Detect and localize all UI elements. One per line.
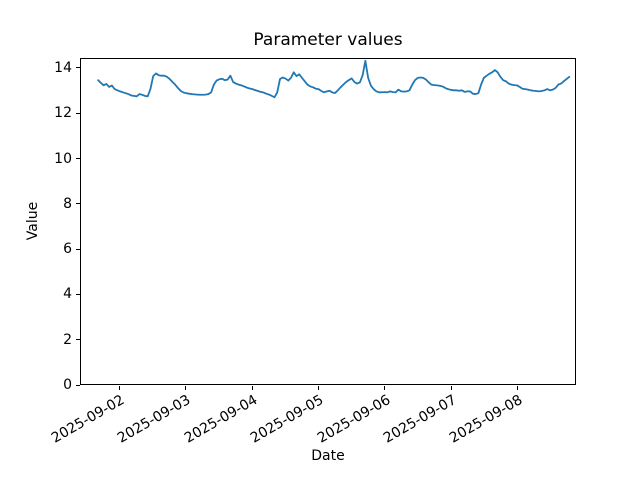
y-tick-label: 0 <box>63 377 72 393</box>
y-tick-mark <box>76 293 80 295</box>
x-tick-label: 2025-09-03 <box>115 392 194 447</box>
x-tick-label: 2025-09-04 <box>181 392 261 447</box>
y-tick-label: 12 <box>54 105 72 122</box>
x-axis-label: Date <box>311 448 345 464</box>
y-tick-label: 8 <box>63 195 72 212</box>
x-tick-label: 2025-09-06 <box>314 392 393 447</box>
y-tick-mark <box>76 339 80 341</box>
x-tick-mark <box>185 386 187 390</box>
x-tick-mark <box>450 386 452 390</box>
parameter-line-series <box>97 59 571 99</box>
y-tick-label: 14 <box>54 59 72 76</box>
y-tick-mark <box>76 67 80 69</box>
x-tick-label: 2025-09-02 <box>48 392 128 447</box>
x-tick-label: 2025-09-08 <box>447 392 526 447</box>
y-tick-mark <box>76 203 80 205</box>
y-tick-label: 4 <box>63 286 72 303</box>
y-tick-label: 2 <box>63 331 72 348</box>
x-tick-label: 2025-09-07 <box>380 392 460 447</box>
x-tick-mark <box>251 386 253 390</box>
x-tick-mark <box>318 386 319 390</box>
y-tick-mark <box>76 112 80 114</box>
x-tick-mark <box>384 386 386 390</box>
y-tick-mark <box>76 384 80 386</box>
y-tick-mark <box>76 248 80 250</box>
x-tick-mark <box>118 386 120 390</box>
y-tick-mark <box>76 158 80 160</box>
y-tick-label: 6 <box>63 241 72 258</box>
y-tick-label: 10 <box>54 150 72 167</box>
plot-area <box>80 58 576 385</box>
line-chart-canvas <box>97 59 571 99</box>
x-tick-label: 2025-09-05 <box>248 392 327 447</box>
x-tick-mark <box>517 386 519 390</box>
chart-title: Parameter values <box>253 30 403 50</box>
